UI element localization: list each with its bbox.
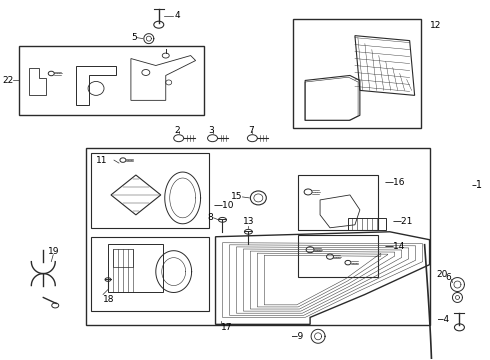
Text: 18: 18	[103, 295, 115, 304]
Text: 7: 7	[248, 126, 254, 135]
Text: 13: 13	[243, 217, 254, 226]
Text: —14: —14	[385, 242, 405, 251]
Text: —21: —21	[393, 217, 413, 226]
Bar	[348, 218, 386, 230]
Bar	[298, 175, 378, 230]
Bar	[91, 237, 209, 311]
Bar	[298, 235, 378, 276]
Bar	[113, 249, 133, 267]
Text: 5: 5	[131, 33, 137, 42]
Text: –1: –1	[471, 180, 482, 190]
Text: −9: −9	[290, 332, 303, 341]
Text: 11: 11	[96, 156, 108, 165]
Text: 8: 8	[208, 213, 214, 222]
Bar	[20, 46, 203, 115]
Bar	[91, 153, 209, 228]
Text: 15: 15	[231, 193, 243, 202]
Text: 6: 6	[446, 273, 451, 282]
Bar	[293, 19, 420, 128]
Text: −4: −4	[437, 315, 449, 324]
Text: 12: 12	[430, 21, 441, 30]
Text: 2: 2	[175, 126, 180, 135]
Bar	[108, 244, 163, 292]
Bar	[86, 148, 430, 325]
Text: 3: 3	[209, 126, 214, 135]
Text: 20: 20	[437, 270, 448, 279]
Text: 22: 22	[2, 76, 13, 85]
Text: 19: 19	[48, 247, 59, 256]
Text: —16: —16	[385, 179, 405, 188]
Text: 4: 4	[175, 11, 180, 20]
Text: —10: —10	[214, 201, 234, 210]
Text: 17: 17	[220, 323, 232, 332]
